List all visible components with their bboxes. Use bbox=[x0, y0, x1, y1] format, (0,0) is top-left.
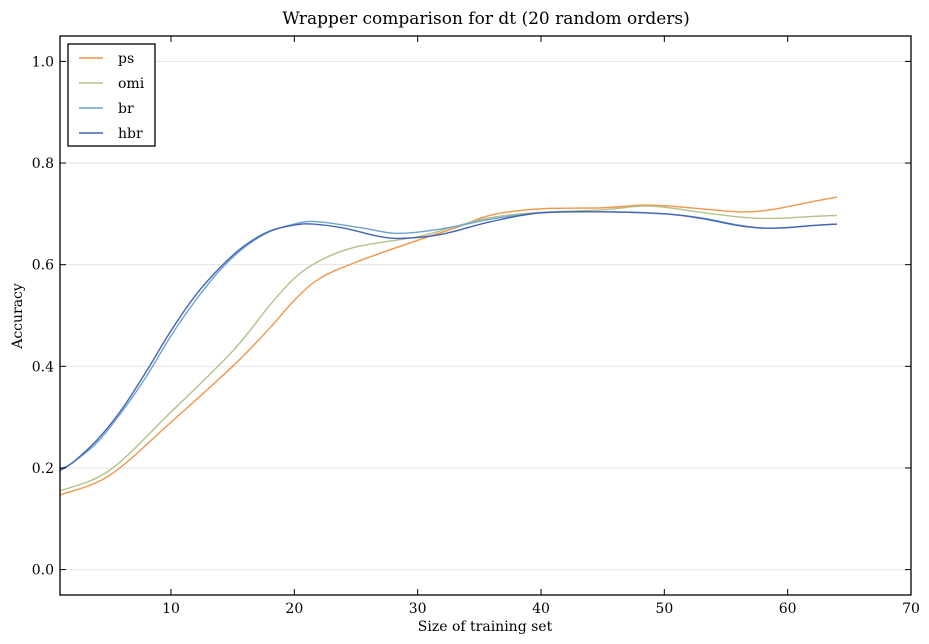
plot-frame bbox=[59, 35, 912, 596]
legend-label-ps: ps bbox=[118, 51, 134, 67]
x-axis-label: Size of training set bbox=[418, 619, 553, 635]
series-line-omi bbox=[59, 205, 838, 492]
y-tick-label: 0.2 bbox=[32, 461, 54, 477]
x-tick-label: 60 bbox=[779, 601, 797, 617]
legend: ps omi br hbr bbox=[67, 43, 156, 147]
series-line-hbr bbox=[59, 210, 838, 472]
y-tick-label: 0.6 bbox=[32, 258, 54, 274]
legend-label-omi: omi bbox=[118, 76, 145, 92]
legend-label-hbr: hbr bbox=[118, 126, 143, 142]
y-tick-label: 0.4 bbox=[32, 359, 54, 375]
chart-title: Wrapper comparison for dt (20 random ord… bbox=[282, 9, 690, 29]
y-tick-label: 0.8 bbox=[32, 156, 54, 172]
x-tick-label: 30 bbox=[409, 601, 427, 617]
legend-box bbox=[67, 43, 156, 147]
series-line-ps bbox=[59, 196, 838, 496]
y-axis-label: Accuracy bbox=[10, 283, 26, 350]
y-tick-label: 1.0 bbox=[32, 54, 54, 70]
legend-label-br: br bbox=[118, 101, 134, 117]
x-tick-label: 20 bbox=[285, 601, 303, 617]
x-tick-label: 50 bbox=[655, 601, 673, 617]
x-tick-label: 10 bbox=[162, 601, 180, 617]
x-tick-label: 70 bbox=[902, 601, 920, 617]
y-tick-label: 0.0 bbox=[32, 563, 54, 579]
x-tick-label: 40 bbox=[532, 601, 550, 617]
series-line-br bbox=[59, 211, 838, 471]
